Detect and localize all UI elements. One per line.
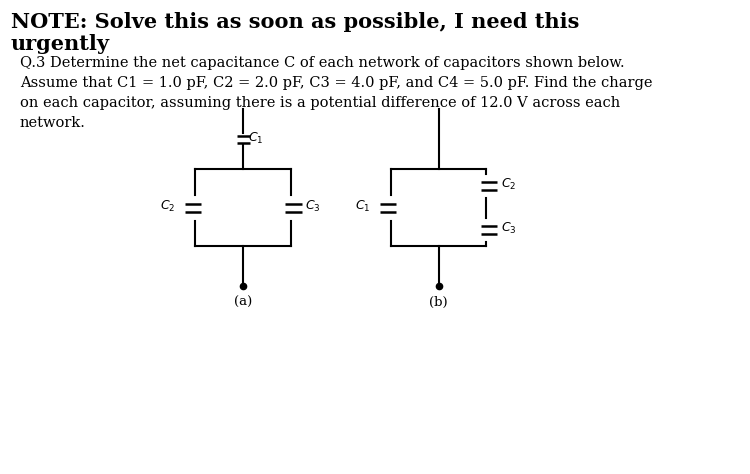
Text: $C_1$: $C_1$ [356, 199, 370, 214]
Text: (b): (b) [429, 296, 448, 309]
Text: urgently: urgently [11, 34, 110, 54]
Text: $C_1$: $C_1$ [248, 130, 263, 146]
Text: $C_2$: $C_2$ [160, 199, 176, 214]
Text: NOTE: Solve this as soon as possible, I need this: NOTE: Solve this as soon as possible, I … [11, 12, 579, 32]
Text: $C_3$: $C_3$ [501, 221, 517, 236]
Text: $C_2$: $C_2$ [501, 177, 516, 192]
Text: $C_3$: $C_3$ [305, 199, 321, 214]
Text: Q.3 Determine the net capacitance C of each network of capacitors shown below.
A: Q.3 Determine the net capacitance C of e… [20, 56, 652, 130]
Text: (a): (a) [234, 296, 252, 309]
